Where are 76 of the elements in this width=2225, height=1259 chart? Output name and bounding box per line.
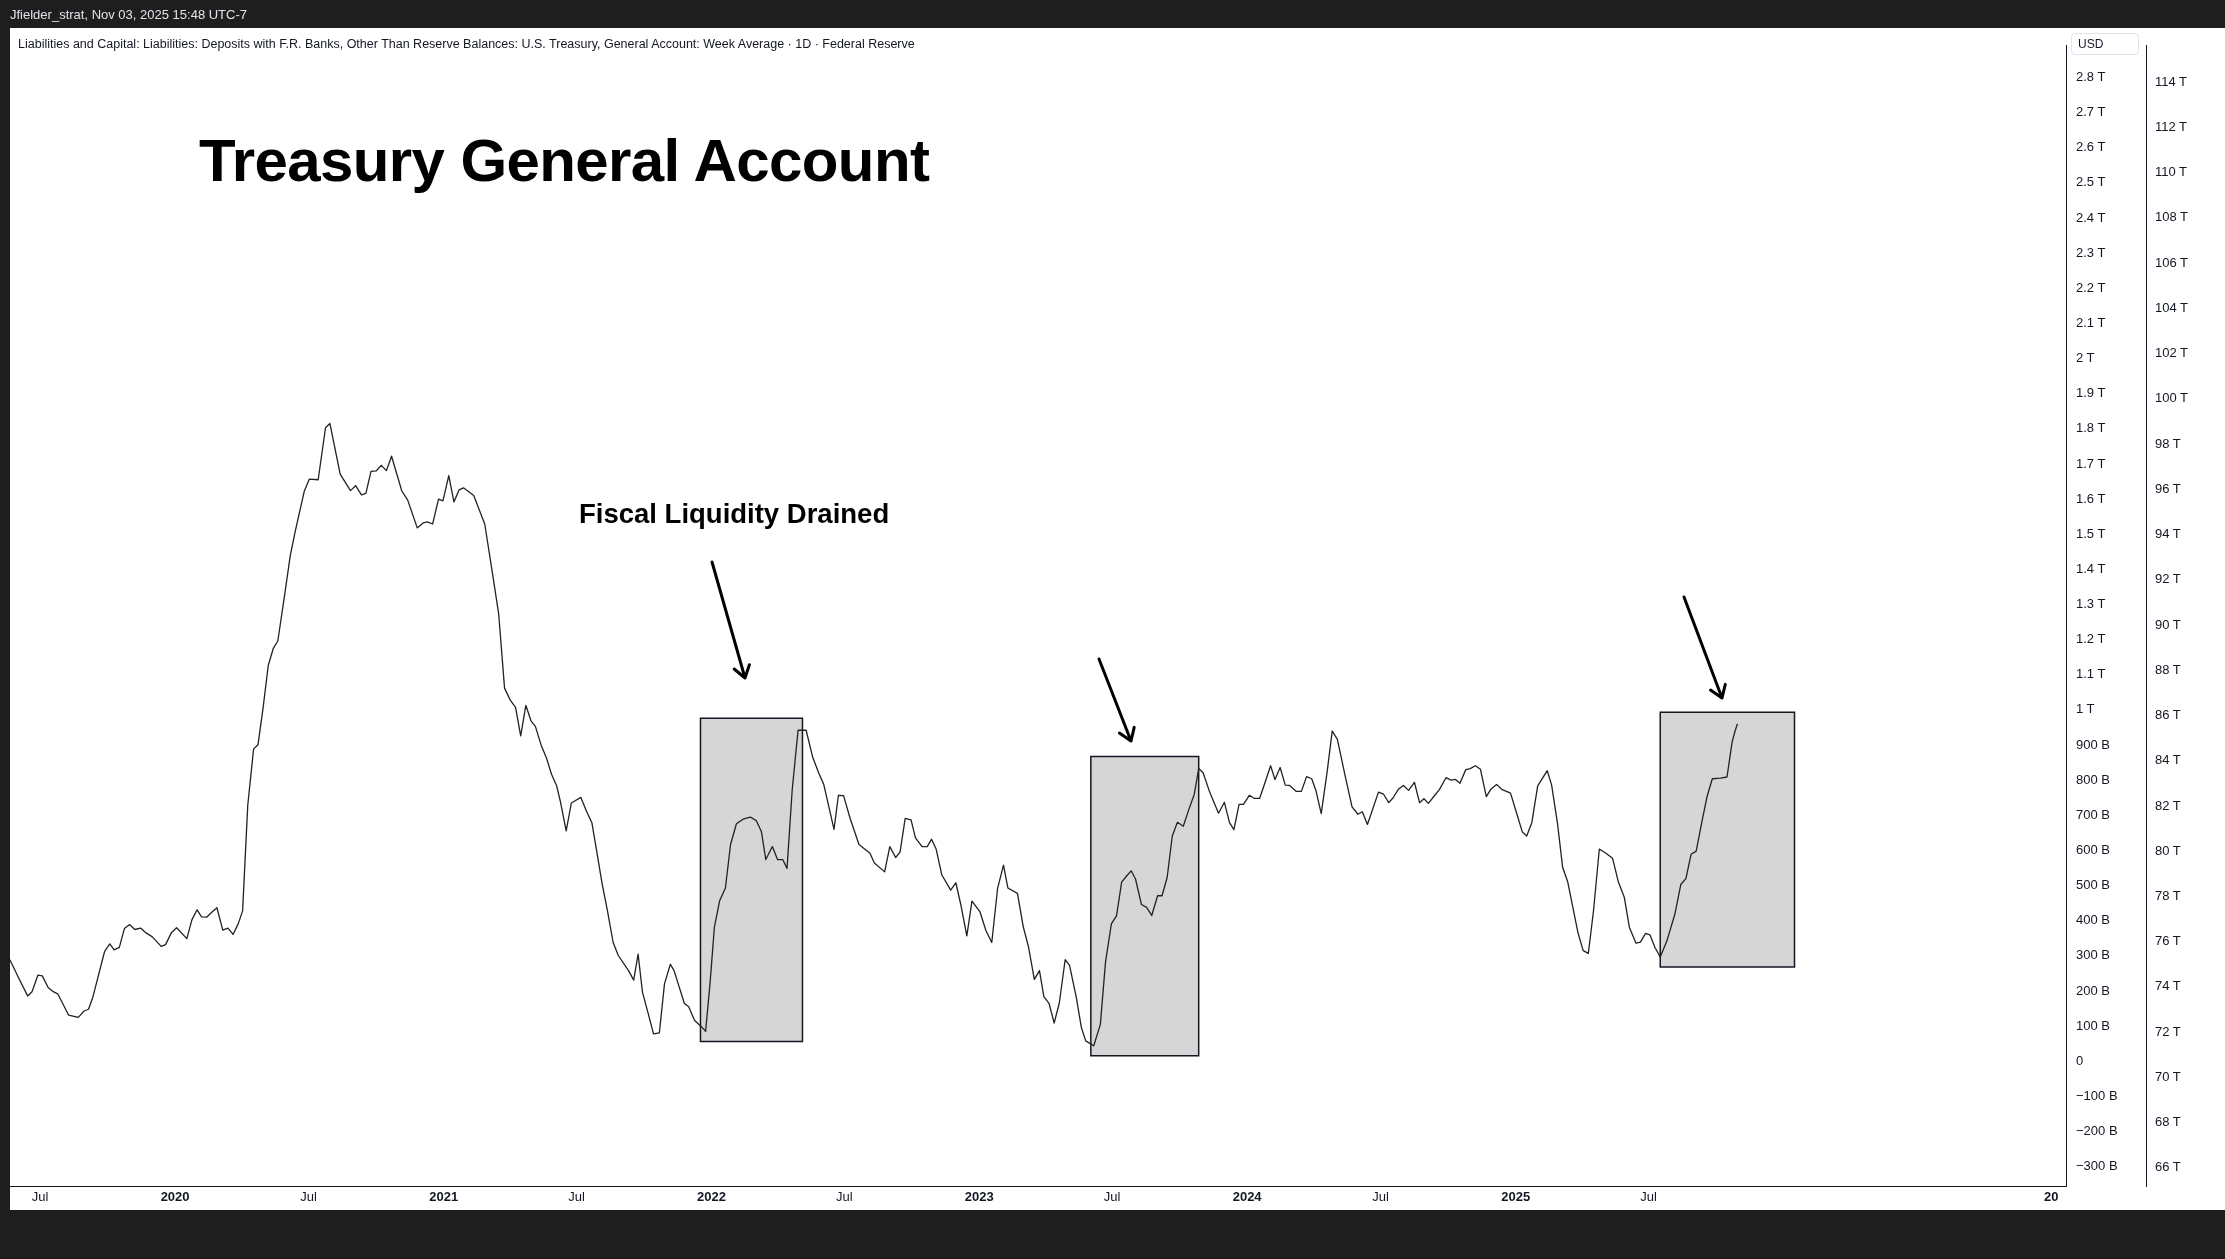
- y2-tick-label: 102 T: [2155, 345, 2189, 361]
- y-tick-label: 2.5 T: [2076, 174, 2106, 190]
- y2-tick-label: 80 T: [2155, 842, 2181, 858]
- x-tick-label: 20: [2044, 1189, 2059, 1205]
- y2-tick-label: 108 T: [2155, 209, 2189, 225]
- y2-tick-label: 112 T: [2155, 118, 2188, 134]
- y-tick-label: 2.6 T: [2076, 139, 2106, 155]
- y2-tick-label: 70 T: [2155, 1068, 2181, 1084]
- x-tick-label: 2024: [1232, 1189, 1263, 1205]
- y-tick-label: 1.5 T: [2076, 525, 2106, 541]
- y-tick-label: 700 B: [2076, 806, 2110, 822]
- y-tick-label: 1.4 T: [2076, 560, 2106, 576]
- y2-tick-label: 98 T: [2155, 435, 2181, 451]
- y2-tick-label: 100 T: [2155, 390, 2189, 406]
- y2-tick-label: 110 T: [2155, 164, 2188, 180]
- y-tick-label: 300 B: [2076, 947, 2110, 963]
- y-tick-label: 1.6 T: [2076, 490, 2106, 506]
- y2-tick-label: 84 T: [2155, 752, 2181, 768]
- x-tick-label: Jul: [1640, 1189, 1657, 1205]
- y-tick-label: 2.4 T: [2076, 209, 2106, 225]
- x-tick-label: 2021: [429, 1189, 459, 1205]
- y-tick-label: 400 B: [2076, 912, 2110, 928]
- x-tick-label: Jul: [568, 1189, 585, 1205]
- y-tick-label: 1.2 T: [2076, 631, 2106, 647]
- x-tick-label: Jul: [31, 1189, 49, 1205]
- y2-tick-label: 90 T: [2155, 616, 2181, 632]
- y-tick-label: 2 T: [2076, 350, 2095, 366]
- x-tick-label: 2023: [964, 1189, 994, 1205]
- y2-tick-label: 72 T: [2155, 1023, 2181, 1039]
- y-tick-label: 1.8 T: [2076, 420, 2106, 436]
- x-tick-label: Jul: [835, 1189, 853, 1205]
- y-tick-label: 2.2 T: [2076, 279, 2106, 295]
- annotation: Fiscal Liquidity Drained: [579, 498, 890, 529]
- x-tick-label: 2020: [160, 1189, 190, 1205]
- x-tick-label: 2025: [1501, 1189, 1531, 1205]
- y2-tick-label: 88 T: [2155, 661, 2181, 677]
- y-tick-label: 600 B: [2076, 842, 2110, 858]
- y-axis-title: USD: [2071, 33, 2139, 55]
- x-tick-label: Jul: [300, 1189, 318, 1205]
- y2-tick-label: 76 T: [2155, 933, 2181, 949]
- y-tick-label: 2.3 T: [2076, 244, 2106, 260]
- y2-tick-label: 78 T: [2155, 888, 2181, 903]
- y2-tick-label: 66 T: [2155, 1159, 2181, 1175]
- y-tick-label: 2.8 T: [2076, 69, 2106, 84]
- chart-subtitle: Liabilities and Capital: Liabilities: Deposits with F.R. Banks, Other Than Reserve Balances: U.S. Treasury, General Account: Week Average · 1D · Federal Reserve: [18, 37, 915, 51]
- y-tick-label: 900 B: [2076, 736, 2110, 752]
- text: Jfielder_strat, Nov 03, 2025 15:48 UTC-7: [10, 7, 248, 22]
- y2-tick-label: 74 T: [2155, 978, 2181, 994]
- y2-tick-label: 92 T: [2155, 571, 2181, 587]
- x-tick-label: Jul: [1103, 1189, 1121, 1205]
- y-tick-label: 100 B: [2076, 1017, 2110, 1033]
- y2-tick-label: 68 T: [2155, 1114, 2181, 1130]
- y2-tick-label: 94 T: [2155, 526, 2181, 542]
- y2-tick-label: 82 T: [2155, 797, 2181, 813]
- y-tick-label: 500 B: [2076, 877, 2110, 893]
- y-tick-label: −200 B: [2076, 1123, 2118, 1139]
- y-tick-label: 2.1 T: [2076, 314, 2106, 330]
- y-tick-label: 0: [2076, 1052, 2084, 1068]
- x-tick-label: Jul: [1372, 1189, 1390, 1205]
- y2-tick-label: 86 T: [2155, 707, 2181, 723]
- y-tick-label: 1.3 T: [2076, 596, 2106, 612]
- y2-tick-label: 106 T: [2155, 254, 2189, 270]
- y-tick-label: 1.1 T: [2076, 666, 2106, 682]
- x-tick-label: 2022: [697, 1189, 726, 1205]
- y2-tick-label: 96 T: [2155, 480, 2181, 496]
- y-tick-label: 800 B: [2076, 771, 2110, 787]
- y2-tick-label: 104 T: [2155, 299, 2189, 315]
- y2-tick-label: 114 T: [2155, 73, 2188, 89]
- y-tick-label: 1 T: [2076, 701, 2095, 717]
- y-tick-label: 1.9 T: [2076, 385, 2106, 401]
- y-tick-label: 1.7 T: [2076, 455, 2106, 471]
- text: Treasury General Account: [199, 127, 930, 194]
- y-tick-label: −300 B: [2076, 1158, 2118, 1174]
- y-tick-label: −100 B: [2076, 1087, 2118, 1103]
- y-tick-label: 200 B: [2076, 982, 2110, 998]
- y-tick-label: 2.7 T: [2076, 104, 2106, 120]
